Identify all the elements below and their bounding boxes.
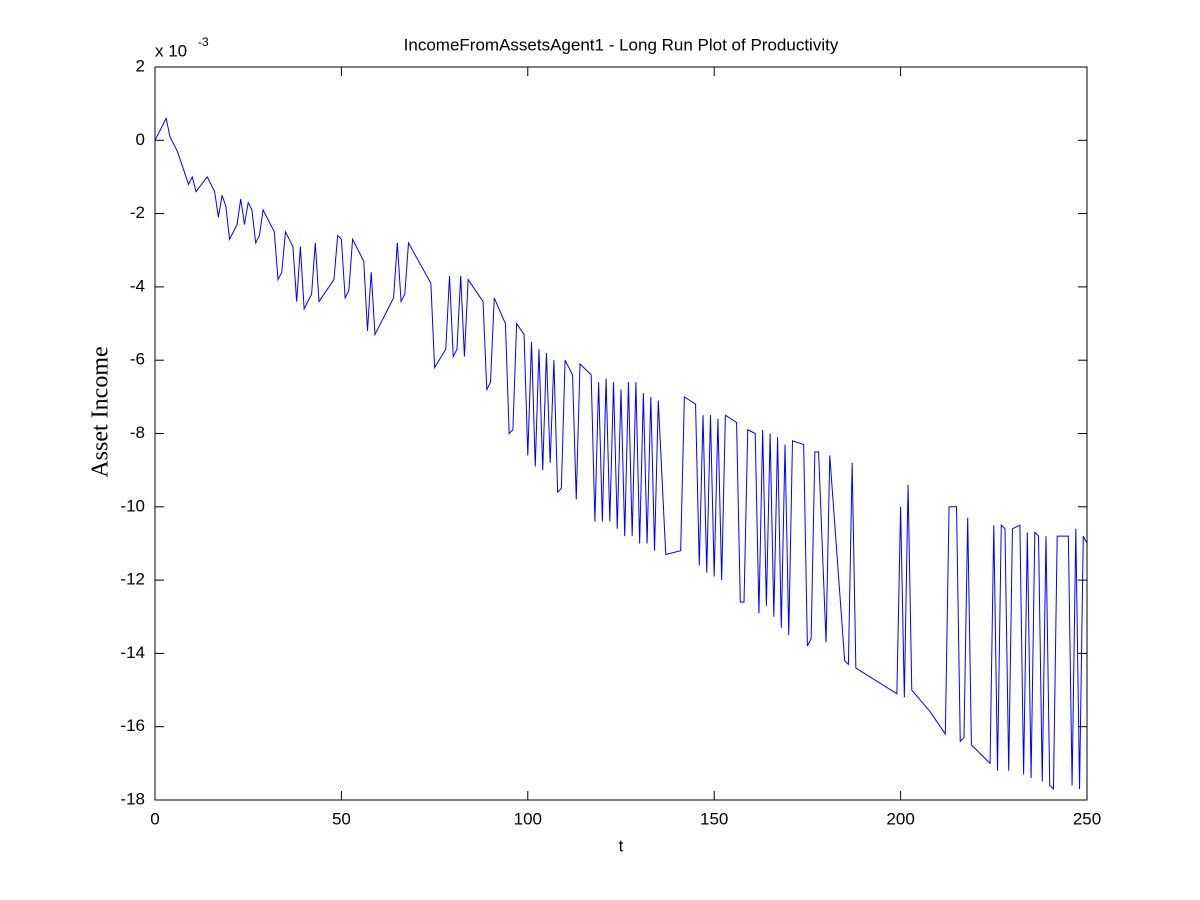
y-tick-label: -2: [130, 203, 145, 222]
y-tick-label: 0: [136, 130, 145, 149]
y-axis-label: Asset Income: [88, 346, 114, 477]
x-tick-label: 250: [1073, 809, 1101, 828]
x-tick-label: 200: [886, 809, 914, 828]
y-tick-label: -4: [130, 276, 145, 295]
x-axis-label: t: [619, 836, 624, 855]
x-tick-label: 100: [514, 809, 542, 828]
y-tick-label: -10: [120, 496, 145, 515]
y-tick-label: -16: [120, 716, 145, 735]
y-tick-label: -14: [120, 643, 145, 662]
y-tick-label: -18: [120, 789, 145, 808]
y-tick-label: -6: [130, 350, 145, 369]
y-exponent: -3: [198, 35, 209, 49]
y-multiplier: x 10: [155, 41, 187, 60]
y-tick-label: -12: [120, 570, 145, 589]
chart-title: IncomeFromAssetsAgent1 - Long Run Plot o…: [404, 35, 839, 54]
x-tick-label: 0: [150, 809, 159, 828]
y-tick-label: -8: [130, 423, 145, 442]
data-line: [154, 116, 1088, 791]
x-tick-label: 50: [332, 809, 351, 828]
x-tick-label: 150: [700, 809, 728, 828]
y-tick-label: 2: [136, 56, 145, 75]
